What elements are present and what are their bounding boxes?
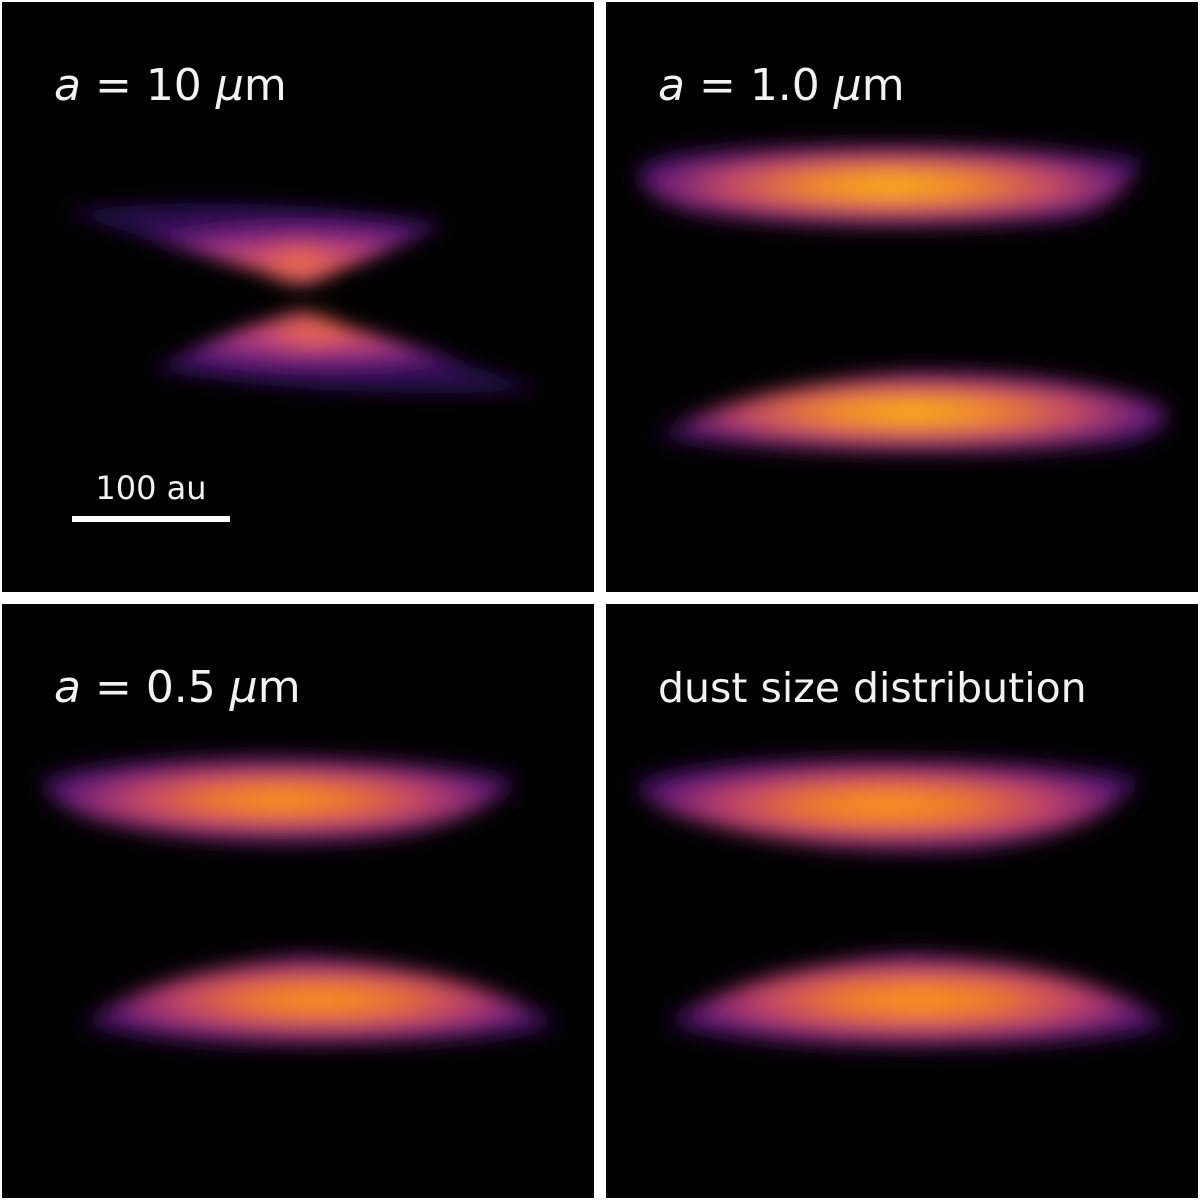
scale-bar: 100 au	[72, 472, 230, 522]
panel-a-1um: a = 1.0 μm	[606, 2, 1198, 592]
lower-lobe-10um	[152, 314, 540, 394]
panel-a-0.5um: a = 0.5 μm	[2, 604, 594, 1198]
panel-title: dust size distribution	[658, 664, 1087, 712]
upper-lobe-distribution	[636, 760, 1140, 851]
scale-bar-label: 100 au	[95, 469, 207, 507]
grain-size-label: a = 1.0 μm	[658, 60, 905, 111]
scale-bar-line	[72, 516, 230, 522]
disk-image-distribution	[636, 760, 1170, 1046]
disk-image-10um	[64, 203, 540, 394]
panel-dust-size-distribution: dust size distribution	[606, 604, 1198, 1198]
disk-image-0.5um	[42, 758, 558, 1044]
upper-lobe-0.5um	[42, 758, 517, 842]
lower-lobe-distribution	[666, 954, 1170, 1046]
grain-size-label: a = 0.5 μm	[54, 662, 301, 713]
panel-a-10um: a = 10 μm 100 au	[2, 2, 594, 592]
lower-lobe-0.5um	[84, 956, 558, 1044]
disk-image-1um	[638, 145, 1167, 453]
grain-size-label: a = 10 μm	[54, 60, 287, 111]
lower-lobe-1um	[656, 371, 1167, 453]
upper-lobe-10um	[64, 203, 447, 284]
upper-lobe-1um	[638, 145, 1144, 227]
